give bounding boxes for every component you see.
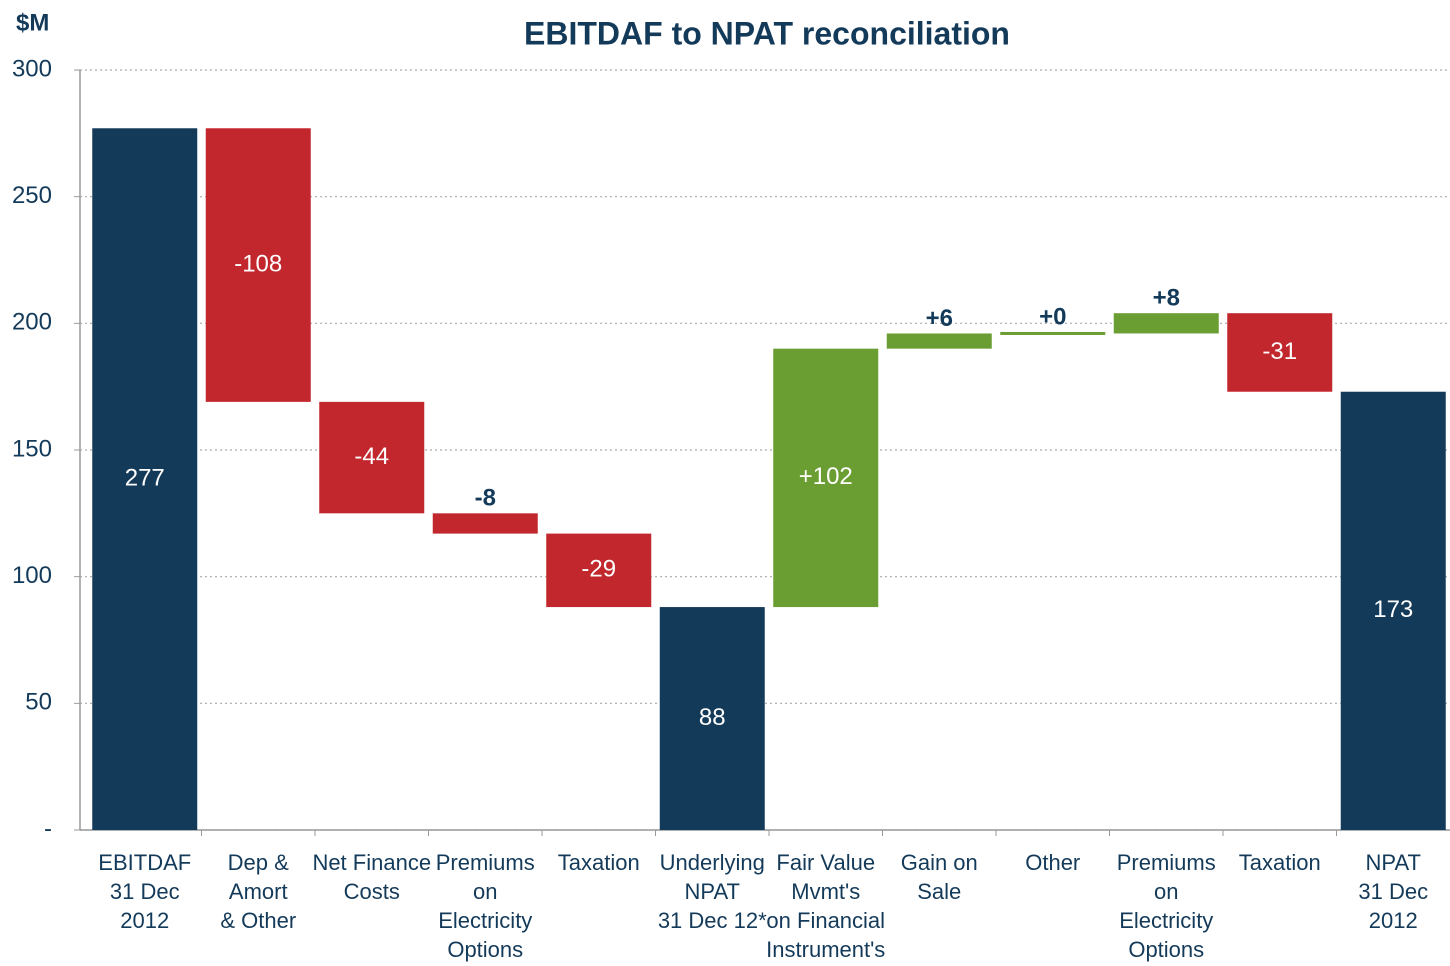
x-tick-label: Premiums on Electricity Options — [436, 850, 535, 962]
x-tick-label-line: Dep & — [228, 850, 289, 875]
bar — [1340, 391, 1446, 830]
x-tick-label-line: Net Finance — [312, 850, 431, 875]
value-label: -8 — [475, 485, 496, 512]
chart-title: EBITDAF to NPAT reconciliation — [524, 15, 1010, 51]
y-tick-label: - — [44, 815, 52, 842]
value-label: -44 — [354, 443, 389, 470]
x-tick-label-line: Premiums — [1117, 850, 1216, 875]
x-tick-label: NPAT 31 Dec 2012 — [1358, 850, 1428, 933]
y-tick-label: 250 — [12, 182, 52, 209]
bar — [886, 333, 992, 349]
value-label: -108 — [234, 250, 282, 277]
bar — [546, 533, 652, 608]
x-tick-label-line: 2012 — [1369, 908, 1418, 933]
value-label: +102 — [799, 463, 853, 490]
x-tick-label-line: Sale — [917, 879, 961, 904]
value-label: +0 — [1039, 303, 1066, 330]
x-tick-label-line: Options — [1128, 937, 1204, 962]
x-tick-label-line: Premiums — [436, 850, 535, 875]
x-tick-label: Other — [1025, 850, 1080, 875]
x-tick-label-line: EBITDAF — [98, 850, 191, 875]
x-tick-label-line: on — [1154, 879, 1178, 904]
x-tick-label: Net Finance Costs — [312, 850, 431, 904]
x-tick-label-line: 2012 — [120, 908, 169, 933]
value-label: 88 — [699, 704, 726, 731]
x-tick-label-line: Gain on — [901, 850, 978, 875]
bar — [773, 348, 879, 608]
value-label: +6 — [926, 305, 953, 332]
y-tick-label: 150 — [12, 435, 52, 462]
y-tick-label: 100 — [12, 562, 52, 589]
x-tick-label-line: Electricity — [438, 908, 532, 933]
bar — [205, 128, 311, 402]
value-label: 277 — [125, 464, 165, 491]
x-tick-label: Taxation — [1239, 850, 1321, 875]
bar — [1113, 313, 1219, 334]
x-tick-label: EBITDAF 31 Dec 2012 — [98, 850, 191, 933]
y-tick-label: 300 — [12, 55, 52, 82]
value-label: -31 — [1262, 338, 1297, 365]
y-tick-label: 200 — [12, 309, 52, 336]
x-tick-label-line: 31 Dec 12* — [658, 908, 767, 933]
bar — [319, 401, 425, 514]
bar — [1000, 331, 1106, 335]
x-tick-label-line: Taxation — [1239, 850, 1321, 875]
x-tick-label-line: Underlying — [660, 850, 765, 875]
x-tick-label-line: Instrument's — [766, 937, 885, 962]
x-tick-label-line: Taxation — [558, 850, 640, 875]
y-axis-label: $M — [16, 9, 49, 36]
value-label: 173 — [1373, 596, 1413, 623]
x-tick-label-line: on — [473, 879, 497, 904]
bar — [432, 513, 538, 534]
x-tick-label-line: NPAT — [685, 879, 740, 904]
x-tick-label-line: 31 Dec — [110, 879, 180, 904]
x-tick-label-line: NPAT — [1366, 850, 1421, 875]
x-tick-label: Premiums on Electricity Options — [1117, 850, 1216, 962]
x-tick-label-line: Fair Value — [776, 850, 875, 875]
x-tick-label-line: Other — [1025, 850, 1080, 875]
x-tick-label-line: Costs — [344, 879, 400, 904]
x-tick-label-line: 31 Dec — [1358, 879, 1428, 904]
x-tick-label-line: Amort — [229, 879, 288, 904]
bar — [659, 607, 765, 830]
x-tick-label-line: on Financial — [766, 908, 885, 933]
value-label: -29 — [581, 556, 616, 583]
x-tick-label-line: Electricity — [1119, 908, 1213, 933]
x-tick-label: Fair Value Mvmt's on Financial Instrument's — [766, 850, 885, 962]
bar — [92, 128, 198, 830]
x-tick-label-line: Mvmt's — [791, 879, 860, 904]
bar — [1227, 313, 1333, 392]
x-tick-label: Dep & Amort & Other — [220, 850, 296, 933]
x-tick-label-line: Options — [447, 937, 523, 962]
x-tick-label: Gain on Sale — [901, 850, 978, 904]
x-tick-label: Underlying NPAT 31 Dec 12* — [658, 850, 767, 933]
x-tick-label-line: & Other — [220, 908, 296, 933]
y-tick-label: 50 — [25, 689, 52, 716]
value-label: +8 — [1153, 285, 1180, 312]
x-tick-label: Taxation — [558, 850, 640, 875]
